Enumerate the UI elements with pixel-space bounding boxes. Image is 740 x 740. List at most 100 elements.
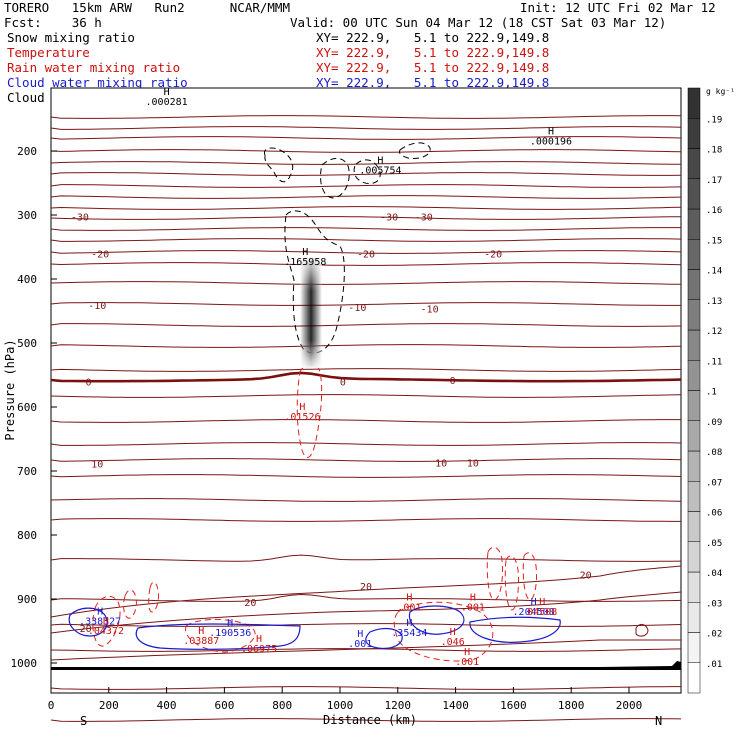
y-axis-title: Pressure (hPa) [3,339,17,440]
maximum-marker: H [103,616,109,627]
temperature-label: -20 [91,249,109,260]
colorbar-segment [687,269,701,300]
isotherm-line [50,227,681,231]
colorbar-segment [687,571,701,603]
y-tick-label: 400 [17,273,37,286]
maximum-value: .06975 [241,644,277,655]
maximum-value: .04372 [88,626,124,637]
temperature-label: -10 [88,301,106,312]
y-tick-label: 1000 [11,657,38,670]
maximum-value: .204508 [513,607,555,618]
valid-time: Valid: 00 UTC Sun 04 Mar 12 (18 CST Sat … [290,15,667,30]
colorbar-tick-label: .07 [706,478,722,488]
plot-frame [50,87,682,694]
colorbar-tick-label: .08 [706,448,722,458]
maximum-value: .165958 [284,257,326,268]
xy-temperature: XY= 222.9, 5.1 to 222.9,149.8 [316,45,550,60]
isotherm-line [50,458,682,462]
isotherm-line [50,238,682,242]
temperature-label: 10 [435,459,447,470]
maximum-marker: H [450,627,456,638]
maximum-value: .046 [441,637,465,648]
zero-degree-isotherm [50,371,682,383]
colorbar-segment [687,299,701,331]
y-tick-label: 800 [17,529,37,542]
maximum-marker: H [548,127,554,138]
snow-contour [399,142,431,159]
y-tick-label: 500 [17,337,37,350]
x-tick-label: 1400 [442,699,469,712]
south-label: S [80,714,87,728]
colorbar-segment [687,481,701,512]
y-tick-label: 200 [17,145,37,158]
snow-contour [284,210,345,354]
colorbar-tick-label: .02 [706,630,722,640]
rain-contour [522,552,537,601]
y-tick-label: 600 [17,401,37,414]
colorbar-segment [687,511,701,542]
rain-contour [393,601,494,662]
colorbar-segment [687,208,701,240]
isotherm-line [50,195,682,199]
isotherm-line-low [50,591,682,634]
isotherm-line [50,394,682,398]
isotherm-line [50,474,682,478]
maximum-marker: H [256,634,262,645]
isotherm-line [50,419,681,423]
maximum-value: .338327 [79,617,121,628]
maximum-value: .35434 [391,628,427,639]
colorbar-segment [687,148,701,179]
snow-contour [353,159,381,185]
isotherm-line [50,136,682,140]
legend-cloud-water: Cloud water mixing ratio [7,75,188,90]
isotherm-line [50,302,681,306]
x-tick-label: 1800 [558,699,585,712]
cloud-water-contour [469,616,561,643]
colorbar-tick-label: .18 [706,146,722,156]
isotherm-closed [635,623,649,637]
isotherm-line [50,718,682,722]
isotherm-line [50,206,682,210]
colorbar-tick-label: .09 [706,418,722,428]
temperature-label: -10 [348,303,366,314]
temperature-label: -30 [71,212,89,223]
init-time: Init: 12 UTC Fri 02 Mar 12 [520,0,716,15]
snow-core-fade [300,258,322,368]
colorbar-tick-label: .15 [706,236,722,246]
rain-contour [185,618,256,653]
maximum-value: .001 [461,603,485,614]
x-tick-label: 400 [157,699,177,712]
maximum-marker: H [299,402,305,413]
colorbar-unit: g kg⁻¹ [706,87,735,96]
temperature-label: 20 [360,582,372,593]
maximum-marker: H [470,593,476,604]
maximum-marker: H [227,618,233,629]
x-tick-label: 800 [272,699,292,712]
colorbar-segment [687,178,701,210]
rain-contour [123,589,137,619]
cloud-water-contour [68,607,108,637]
colorbar-segment [687,602,701,633]
maximum-marker: H [198,626,204,637]
y-tick-label: 300 [17,209,37,222]
temperature-label: 10 [91,459,103,470]
colorbar-tick-label: .03 [706,599,722,609]
y-tick-label: 700 [17,465,37,478]
x-tick-label: 1200 [385,699,412,712]
temperature-label: -30 [380,212,398,223]
x-tick-label: 2000 [616,699,643,712]
colorbar-tick-label: .06 [706,509,722,519]
temperature-label: -20 [484,249,502,260]
colorbar-tick-label: .17 [706,176,722,186]
isotherm-line [50,149,682,153]
temperature-label: 0 [450,376,456,387]
isotherm-line [50,281,682,285]
maximum-marker: H [357,629,363,640]
temperature-label: -30 [415,212,433,223]
colorbar-tick-label: .1 [706,388,717,398]
cloud-water-contour [408,605,465,635]
maximum-value: .000196 [530,137,572,148]
